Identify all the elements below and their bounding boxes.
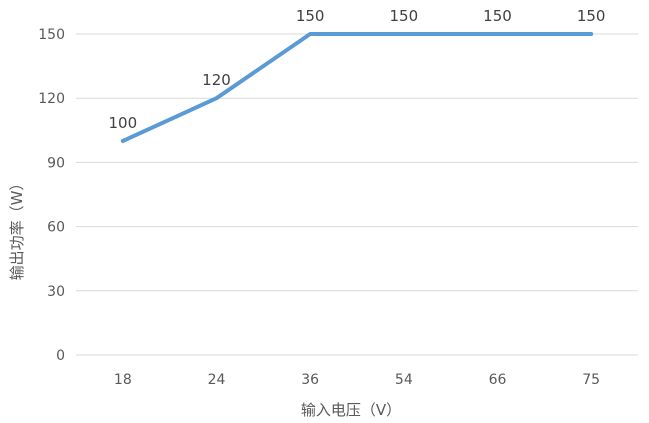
y-axis-ticks: 0 30 60 90 120 150 [38, 27, 65, 364]
data-label: 150 [296, 7, 325, 25]
data-point [121, 139, 125, 143]
x-tick-label: 18 [114, 372, 132, 388]
x-tick-label: 75 [582, 372, 600, 388]
x-tick-label: 54 [395, 372, 413, 388]
series-line-layer [120, 32, 594, 143]
data-point [214, 96, 219, 100]
data-label: 150 [577, 7, 606, 25]
y-tick-label: 90 [47, 155, 65, 171]
data-point [402, 32, 406, 36]
data-label: 100 [109, 114, 138, 132]
data-label: 150 [390, 7, 419, 25]
data-point [308, 32, 312, 36]
y-tick-label: 0 [56, 348, 65, 364]
y-tick-label: 60 [47, 220, 65, 236]
y-tick-label: 30 [47, 284, 65, 300]
y-tick-label: 150 [38, 27, 65, 43]
data-point [495, 32, 500, 36]
x-axis-ticks: 18 24 36 54 66 75 [114, 372, 600, 388]
x-tick-label: 66 [489, 372, 507, 388]
x-tick-label: 24 [208, 372, 226, 388]
data-point [589, 32, 593, 36]
y-tick-label: 120 [38, 91, 65, 107]
data-label-layer: 100 120 150 150 150 150 [109, 7, 606, 132]
x-tick-label: 36 [301, 372, 319, 388]
y-axis-title: 输出功率（W） [8, 176, 26, 281]
x-axis-title: 输入电压（V） [301, 401, 401, 419]
data-label: 150 [483, 7, 512, 25]
gridlines [76, 33, 638, 356]
data-label: 120 [202, 71, 231, 89]
series-line [120, 32, 594, 143]
